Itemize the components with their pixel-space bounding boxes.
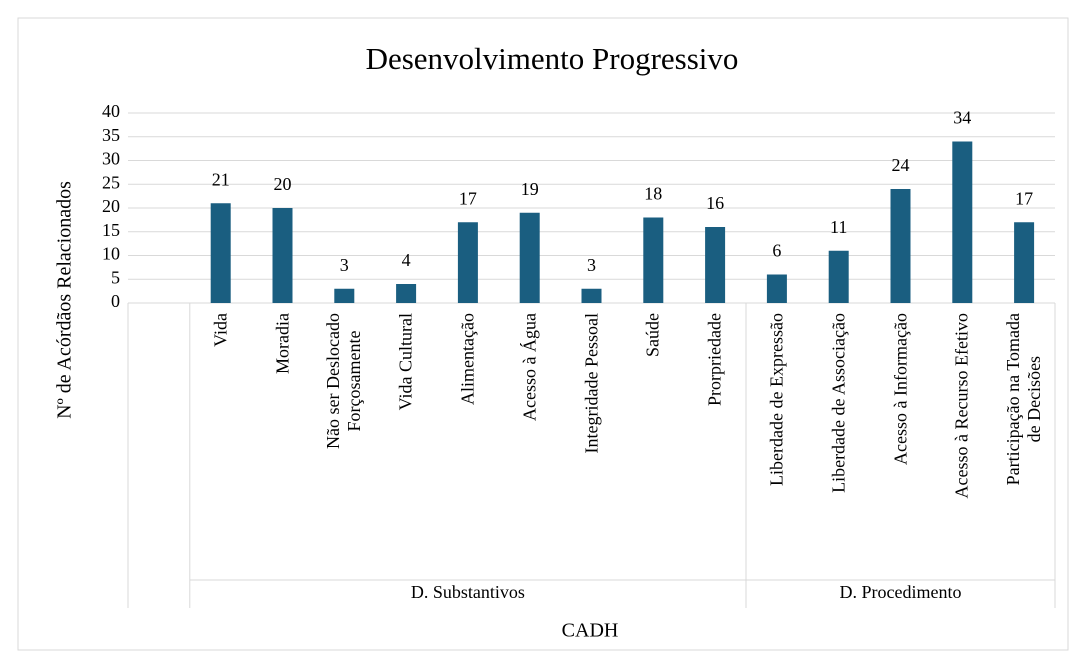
x-tick-label: Alimentação [457,313,478,405]
x-tick-label: Integridade Pessoal [581,313,601,454]
x-tick-label: Liberdade de Expressão [766,313,787,486]
bar [457,222,478,303]
x-tick-label: Liberdade de Associação [828,313,849,493]
y-tick-label: 0 [111,291,120,311]
y-axis-title: Nº de Acórdãos Relacionados [54,181,76,419]
x-tick-label: Acesso à Informação [890,313,910,465]
bar [210,203,231,303]
value-label: 19 [521,179,539,199]
y-tick-label: 35 [102,125,120,145]
group-label: D. Procedimento [840,582,962,602]
y-tick-label: 30 [102,149,120,169]
y-tick-label: 15 [102,220,120,240]
bar [272,208,293,303]
bar [581,288,602,303]
bar [766,274,787,303]
x-tick-label: Acesso à Recurso Efetivo [951,313,972,499]
value-label: 24 [892,155,910,175]
bar [890,189,911,303]
y-tick-label: 20 [102,196,120,216]
value-label: 17 [459,188,477,208]
x-tick-label: Vida [210,313,231,347]
chart-frame [17,17,1069,651]
bar [952,141,973,303]
value-label: 16 [706,193,724,213]
value-label: 3 [587,255,596,275]
x-tick-label: Saúde [642,313,663,357]
bar [519,212,540,303]
x-tick-label: Acesso à Água [519,313,540,421]
y-tick-label: 40 [102,101,120,121]
x-tick-label: Vida Cultural [395,313,416,411]
x-axis-title: CADH [562,620,619,642]
bar [396,284,417,303]
bar [705,227,726,303]
value-label: 18 [644,184,662,204]
group-label: D. Substantivos [411,582,525,602]
x-tick-label: Não ser Deslocado Forçosamente [323,313,365,449]
y-tick-label: 10 [102,244,120,264]
bar [334,288,355,303]
value-label: 11 [830,217,847,237]
value-label: 3 [340,255,349,275]
x-tick-label: Moradia [272,313,292,374]
value-label: 20 [274,174,292,194]
value-label: 21 [212,169,230,189]
value-label: 34 [953,108,971,128]
value-label: 17 [1015,188,1033,208]
bar [828,250,849,303]
chart-title: Desenvolvimento Progressivo [366,41,739,76]
bar [643,217,664,303]
bar [1014,222,1035,303]
value-label: 6 [772,241,781,261]
y-tick-label: 25 [102,172,120,192]
x-tick-label: Prorpriedade [704,313,725,406]
value-label: 4 [402,250,411,270]
x-tick-label: Participação na Tomada de Decisões [1003,313,1045,486]
y-tick-label: 5 [111,267,120,287]
